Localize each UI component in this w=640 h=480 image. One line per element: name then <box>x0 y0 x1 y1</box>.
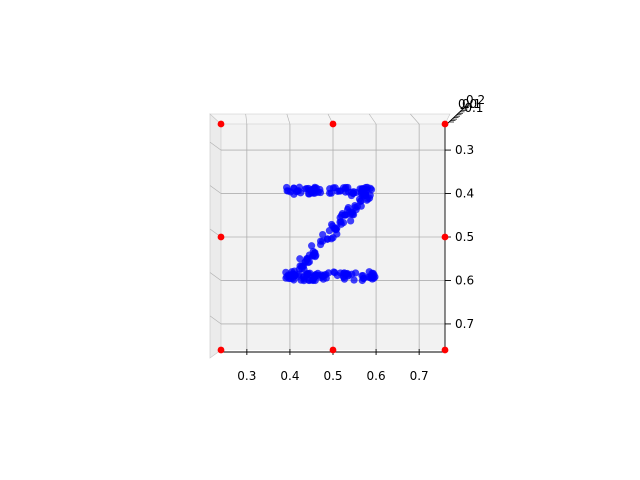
red-marker <box>441 120 449 128</box>
red-marker <box>329 346 337 354</box>
data-point <box>348 270 356 278</box>
data-point <box>306 269 314 277</box>
z-tick-label: 0.0 <box>458 97 477 111</box>
data-point <box>282 274 290 282</box>
grid-line-top <box>286 113 291 125</box>
data-point <box>351 203 359 212</box>
x-tick-label: 0.7 <box>410 369 429 383</box>
data-point <box>295 183 303 191</box>
data-point <box>336 218 344 226</box>
data-point <box>308 242 316 250</box>
data-point <box>340 275 349 283</box>
data-point <box>296 255 304 263</box>
x-tick-label: 0.5 <box>323 369 342 383</box>
data-point <box>333 230 341 238</box>
data-point <box>344 203 352 212</box>
grid-line-top <box>410 113 420 125</box>
data-point <box>329 222 337 230</box>
red-marker <box>217 233 225 241</box>
x-tick-label: 0.3 <box>237 369 256 383</box>
data-point <box>326 189 334 197</box>
x-tick-label: 0.6 <box>367 369 386 383</box>
data-point <box>364 195 372 203</box>
z-axis-ticks: 0.20.10.0-0.1 <box>446 93 485 125</box>
data-point <box>339 269 348 278</box>
y-tick-label: 0.3 <box>455 143 474 157</box>
data-point <box>305 276 313 284</box>
red-marker <box>441 346 449 354</box>
data-point <box>311 249 319 257</box>
data-point <box>341 211 349 219</box>
data-point <box>301 258 309 266</box>
red-marker <box>329 120 337 128</box>
data-point <box>331 268 339 277</box>
data-point <box>284 187 292 195</box>
grid-line-top <box>245 113 248 125</box>
grid-line-side <box>209 315 222 325</box>
data-point <box>365 273 374 281</box>
data-point <box>342 183 350 192</box>
data-point <box>350 276 358 284</box>
data-point <box>319 272 327 281</box>
red-markers <box>217 120 449 354</box>
y-tick-label: 0.4 <box>455 187 474 201</box>
data-point <box>358 276 366 285</box>
data-point <box>316 188 325 197</box>
red-marker <box>217 120 225 128</box>
data-point <box>290 184 298 192</box>
y-tick-label: 0.7 <box>455 317 474 331</box>
grid-line-top <box>368 113 377 125</box>
data-point <box>331 184 339 192</box>
data-point <box>316 240 325 249</box>
z-tick-label: 0.1 <box>462 97 481 111</box>
y-tick-label: 0.6 <box>455 273 474 287</box>
series-z-points <box>282 183 379 285</box>
grid-line-side <box>209 272 222 281</box>
plot-3d-axes: 0.3 0.4 0.5 0.6 0.7 0.30.40.50.60.7 0.20.10.… <box>209 93 485 383</box>
data-point <box>348 210 357 219</box>
y-axis-ticks: 0.3 0.4 0.5 0.6 0.7 <box>445 143 474 331</box>
grid-line-side <box>209 141 222 151</box>
x-tick-label: 0.4 <box>280 369 299 383</box>
red-marker <box>217 346 225 354</box>
grid-line-side <box>209 185 222 194</box>
z-tick-label: -0.1 <box>460 101 483 115</box>
red-marker <box>441 233 449 241</box>
data-point <box>355 195 364 203</box>
data-point <box>290 272 298 280</box>
data-point <box>308 185 316 194</box>
y-tick-label: 0.5 <box>455 230 474 244</box>
data-point <box>347 217 355 225</box>
data-point <box>319 230 327 239</box>
z-tick-label: 0.2 <box>466 93 485 107</box>
